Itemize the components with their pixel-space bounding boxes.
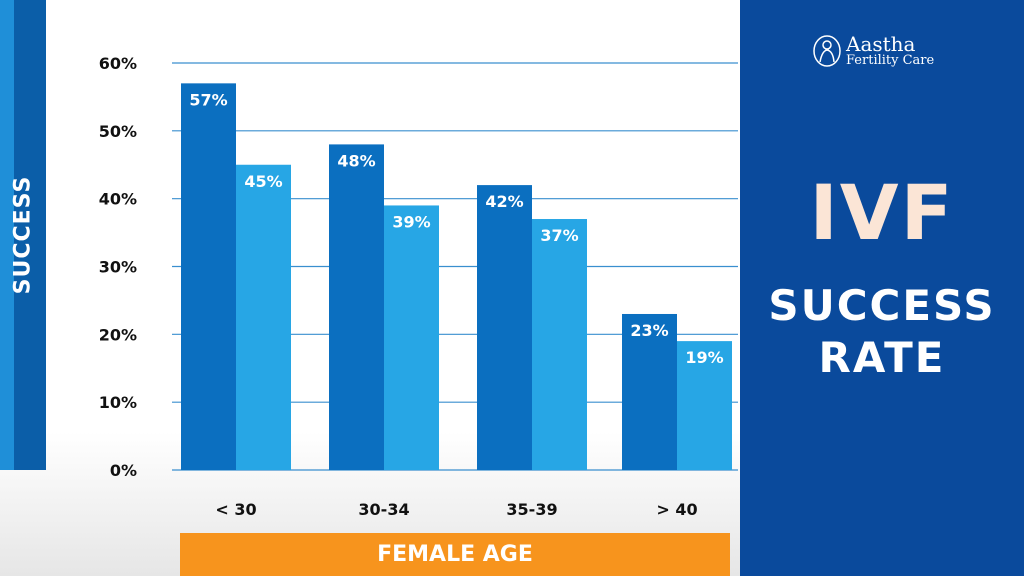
y-tick-label: 10% xyxy=(99,393,137,412)
bar-chart: 0% 10% 20% 30% 40% 50% 60% 57% 45% < 30 48% 39% 30-3… xyxy=(99,54,738,519)
x-tick-label: 30-34 xyxy=(358,500,409,519)
data-label: 45% xyxy=(244,172,282,191)
bar xyxy=(677,341,732,470)
data-label: 39% xyxy=(392,212,430,231)
bar xyxy=(181,83,236,470)
y-axis-band: SUCCESS xyxy=(0,0,46,470)
x-tick-label: 35-39 xyxy=(506,500,557,519)
x-tick-label: > 40 xyxy=(656,500,697,519)
data-label: 57% xyxy=(189,90,227,109)
data-label: 37% xyxy=(540,226,578,245)
bar xyxy=(384,205,439,470)
x-axis-label-text: FEMALE AGE xyxy=(377,542,533,567)
x-axis-label: FEMALE AGE xyxy=(180,533,730,576)
y-tick-label: 50% xyxy=(99,122,137,141)
title-panel: Aastha Fertility Care IVF SUCCESS RATE xyxy=(740,0,1024,576)
y-tick-label: 60% xyxy=(99,54,137,73)
data-label: 19% xyxy=(685,348,723,367)
bar xyxy=(477,185,532,470)
title-success: SUCCESS xyxy=(768,281,996,330)
brand-name: Aastha xyxy=(846,32,916,56)
title-rate: RATE xyxy=(818,333,946,382)
data-label: 42% xyxy=(485,192,523,211)
brand-sub: Fertility Care xyxy=(846,53,935,68)
y-tick-label: 40% xyxy=(99,190,137,209)
y-tick-label: 30% xyxy=(99,258,137,277)
x-tick-label: < 30 xyxy=(215,500,256,519)
y-tick-label: 20% xyxy=(99,325,137,344)
bar xyxy=(236,164,291,470)
mother-child-logo-icon xyxy=(813,35,841,67)
data-label: 48% xyxy=(337,151,375,170)
title-ivf: IVF xyxy=(809,168,955,257)
title-sub: SUCCESS RATE xyxy=(740,280,1024,384)
bar xyxy=(532,219,587,470)
data-label: 23% xyxy=(630,321,668,340)
brand-logo: Aastha Fertility Care xyxy=(812,34,934,68)
y-tick-label: 0% xyxy=(110,461,137,480)
bar xyxy=(329,144,384,470)
bar xyxy=(622,313,677,470)
